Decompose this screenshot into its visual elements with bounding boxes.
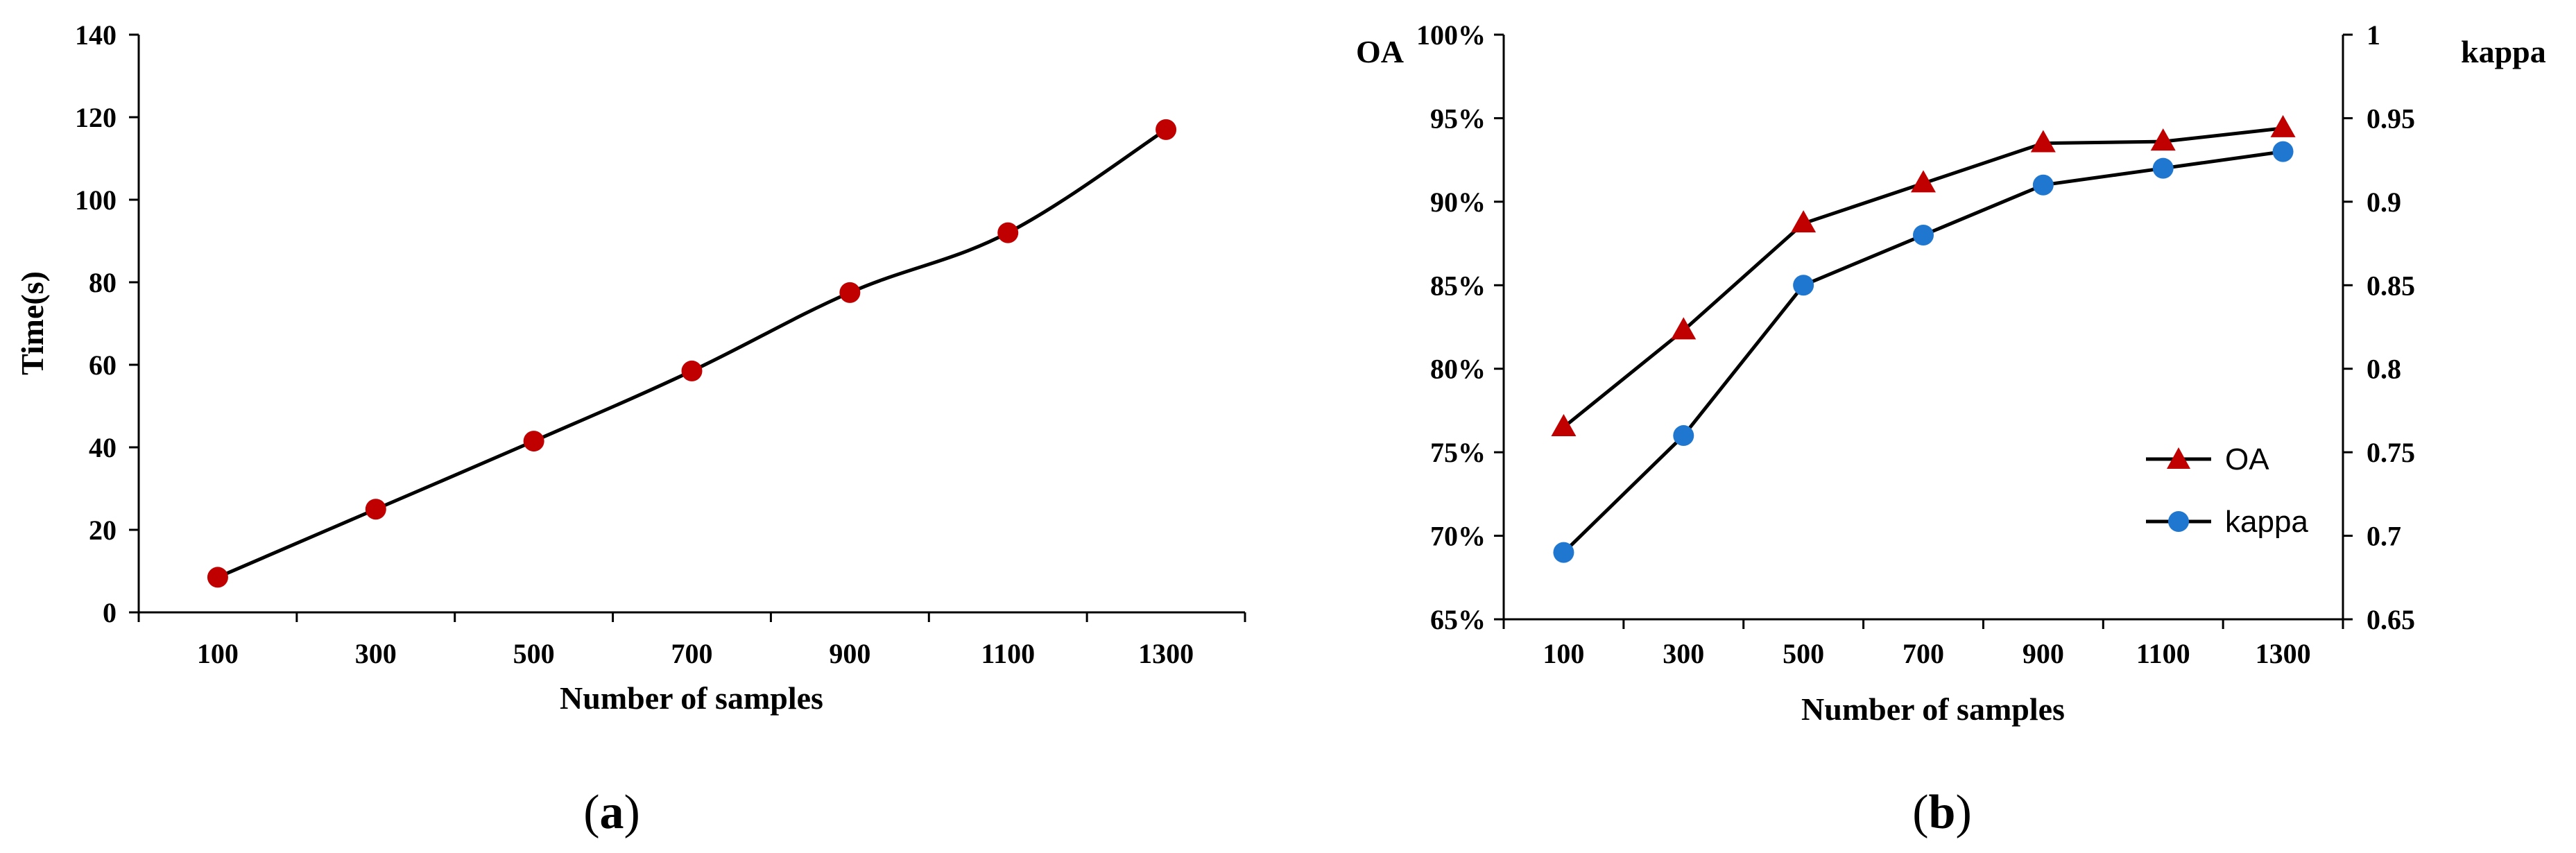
chart-b-oa-point xyxy=(2150,128,2176,151)
chart-b-kappa-point xyxy=(2032,174,2054,196)
chart-a-point xyxy=(365,499,386,520)
chart-a-y-tick-label: 120 xyxy=(75,102,117,133)
chart-a-point xyxy=(681,360,703,381)
chart-b-caption: (b) xyxy=(1912,786,1972,839)
chart-b-caption-letter: b xyxy=(1929,786,1956,839)
chart-a-caption-open: ( xyxy=(583,786,599,839)
chart-b-oa-point xyxy=(2270,114,2296,137)
chart-a-point xyxy=(1156,119,1177,140)
chart-b-oa-point xyxy=(1671,317,1697,340)
chart-b-x-tick-label: 300 xyxy=(1663,638,1704,669)
chart-b-kappa-line xyxy=(1562,150,2283,554)
chart-b-oa-point xyxy=(2030,130,2056,153)
chart-b-oa-point xyxy=(1911,170,1936,193)
chart-b-left-tick-label: 95% xyxy=(1430,103,1486,134)
chart-a-y-axis-label: Time(s) xyxy=(15,271,50,375)
chart-b-right-tick-label: 0.95 xyxy=(2367,103,2415,134)
chart-a-y-tick-label: 60 xyxy=(89,350,117,381)
chart-b-kappa-point xyxy=(1913,225,1934,246)
chart-b-left-tick-label: 85% xyxy=(1430,270,1486,301)
chart-b-legend: OA kappa xyxy=(2146,442,2308,539)
chart-b-caption-open: ( xyxy=(1912,786,1928,839)
chart-a-point xyxy=(997,222,1019,243)
chart-b-x-tick-label: 500 xyxy=(1783,638,1824,669)
chart-a-y-tick-label: 100 xyxy=(75,184,117,216)
chart-b-right-tick-label: 0.8 xyxy=(2367,354,2401,385)
chart-b-left-tick-label: 90% xyxy=(1430,187,1486,218)
chart-b-left-tick-label: 80% xyxy=(1430,354,1486,385)
chart-b-x-tick-label: 1100 xyxy=(2136,638,2190,669)
legend-kappa-marker xyxy=(2168,511,2189,532)
chart-b-x-tick-label: 100 xyxy=(1543,638,1584,669)
legend-oa-label: OA xyxy=(2225,442,2269,476)
chart-a-x-tick-label: 900 xyxy=(829,638,870,669)
chart-b-oa-point xyxy=(1791,210,1817,233)
chart-b-right-tick-label: 0.65 xyxy=(2367,604,2415,635)
legend-kappa-label: kappa xyxy=(2225,505,2308,539)
chart-a-caption-close: ) xyxy=(624,786,640,839)
chart-a-caption-letter: a xyxy=(600,786,624,839)
chart-b-left-tick-label: 75% xyxy=(1430,437,1486,468)
chart-a-x-tick-label: 1100 xyxy=(981,638,1035,669)
chart-b-x-axis-label: Number of samples xyxy=(1801,691,2065,727)
chart-b-x-tick-label: 1300 xyxy=(2256,638,2311,669)
chart-b-x-tick-label: 700 xyxy=(1903,638,1944,669)
chart-a-y-tick-label: 20 xyxy=(89,515,117,546)
chart-b-kappa-point xyxy=(1673,425,1694,447)
chart-b-kappa-point xyxy=(2152,157,2174,179)
legend-oa-marker xyxy=(2167,447,2190,469)
chart-a-y-tick-label: 140 xyxy=(75,19,117,51)
chart-a-caption: (a) xyxy=(583,786,640,839)
chart-a-x-tick-label: 1300 xyxy=(1138,638,1194,669)
chart-b-kappa-point xyxy=(1793,275,1814,296)
chart-b-right-tick-label: 0.7 xyxy=(2367,521,2401,552)
chart-b-right-axis-label: kappa xyxy=(2461,34,2546,69)
chart-a-y-tick-label: 0 xyxy=(103,597,117,628)
chart-b-right-tick-label: 0.85 xyxy=(2367,270,2415,301)
chart-a-y-tick-label: 80 xyxy=(89,267,117,298)
chart-b: 65% 70% 75% 80% 85% 90% 95% 100% 0.65 0.7 0.75 0.8… xyxy=(1356,19,2546,839)
chart-b-oa-point xyxy=(1551,414,1577,437)
chart-b-kappa-point xyxy=(2272,141,2294,162)
chart-a-x-tick-label: 500 xyxy=(513,638,555,669)
chart-b-left-tick-label: 65% xyxy=(1430,604,1486,635)
chart-a-x-tick-label: 700 xyxy=(671,638,713,669)
chart-b-left-axis-label: OA xyxy=(1356,34,1404,69)
chart-b-right-tick-label: 0.75 xyxy=(2367,437,2415,468)
chart-b-left-tick-label: 70% xyxy=(1430,521,1486,552)
chart-b-x-tick-label: 900 xyxy=(2023,638,2064,669)
chart-b-kappa-point xyxy=(1553,542,1574,563)
chart-a-x-tick-label: 300 xyxy=(355,638,397,669)
chart-b-right-tick-label: 0.9 xyxy=(2367,187,2401,218)
chart-a-point xyxy=(839,282,861,303)
chart-a-point xyxy=(207,567,228,588)
chart-b-caption-close: ) xyxy=(1955,786,1971,839)
chart-a-point xyxy=(523,431,544,452)
chart-a: 0 20 40 60 80 100 120 140 100 300 500 700 900 1100 13… xyxy=(15,19,1246,839)
chart-b-right-tick-label: 1 xyxy=(2367,19,2380,51)
chart-a-y-tick-label: 40 xyxy=(89,432,117,463)
chart-a-x-tick-label: 100 xyxy=(197,638,239,669)
chart-a-x-axis-label: Number of samples xyxy=(560,680,823,716)
chart-b-left-tick-label: 100% xyxy=(1416,19,1486,51)
chart-a-series-line xyxy=(216,128,1167,579)
